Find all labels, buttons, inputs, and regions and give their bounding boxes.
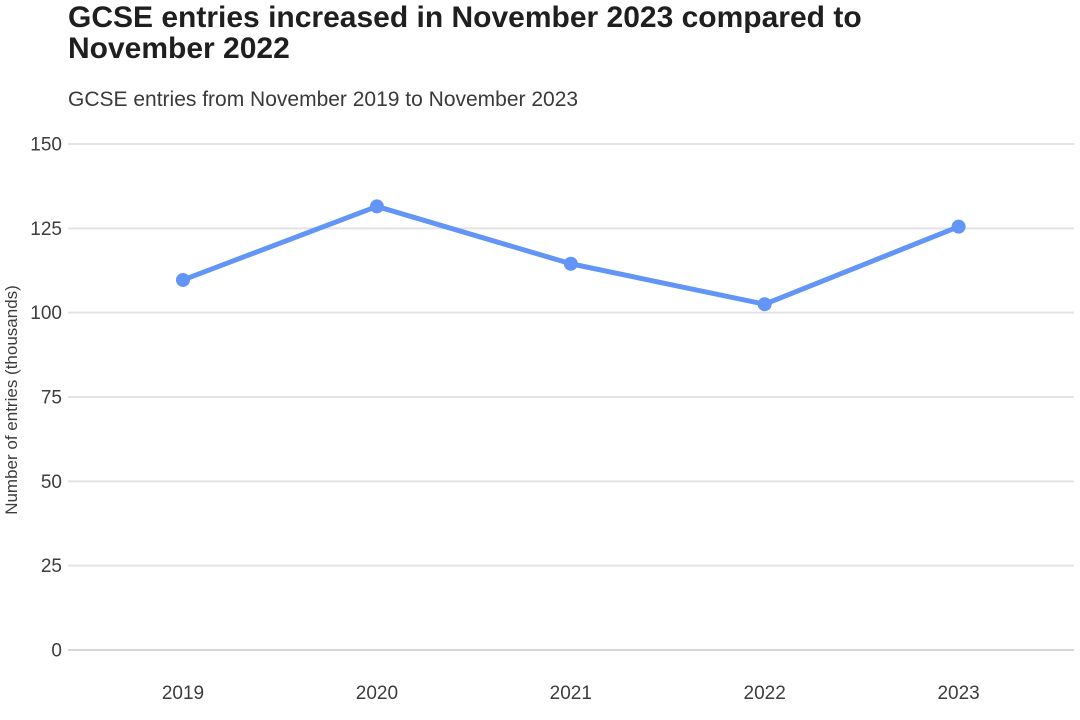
data-point-2019: [176, 272, 190, 287]
x-tick-label: 2022: [744, 683, 786, 704]
y-tick-label: 50: [41, 472, 62, 493]
x-tick-label: 2020: [356, 683, 398, 704]
x-tick-label: 2021: [550, 683, 592, 704]
data-point-2023: [951, 219, 966, 234]
y-tick-label: 0: [51, 641, 62, 662]
data-point-2021: [563, 256, 578, 271]
y-tick-label: 25: [41, 556, 62, 577]
data-point-2022: [757, 297, 772, 312]
chart-title: GCSE entries increased in November 2023 …: [68, 1, 862, 65]
y-tick-label: 75: [41, 388, 62, 409]
x-tick-label: 2019: [162, 683, 204, 704]
chart-header: GCSE entries increased in November 2023 …: [68, 2, 1028, 112]
y-axis-title: Number of entries (thousands): [2, 285, 21, 515]
data-line: [180, 203, 962, 307]
y-tick-label: 125: [30, 219, 62, 240]
x-tick-label: 2023: [937, 683, 979, 704]
y-tick-label: 150: [30, 135, 62, 156]
y-tick-label: 100: [30, 303, 62, 324]
data-point-2020: [369, 199, 384, 214]
chart-subtitle: GCSE entries from November 2019 to Novem…: [68, 88, 579, 111]
